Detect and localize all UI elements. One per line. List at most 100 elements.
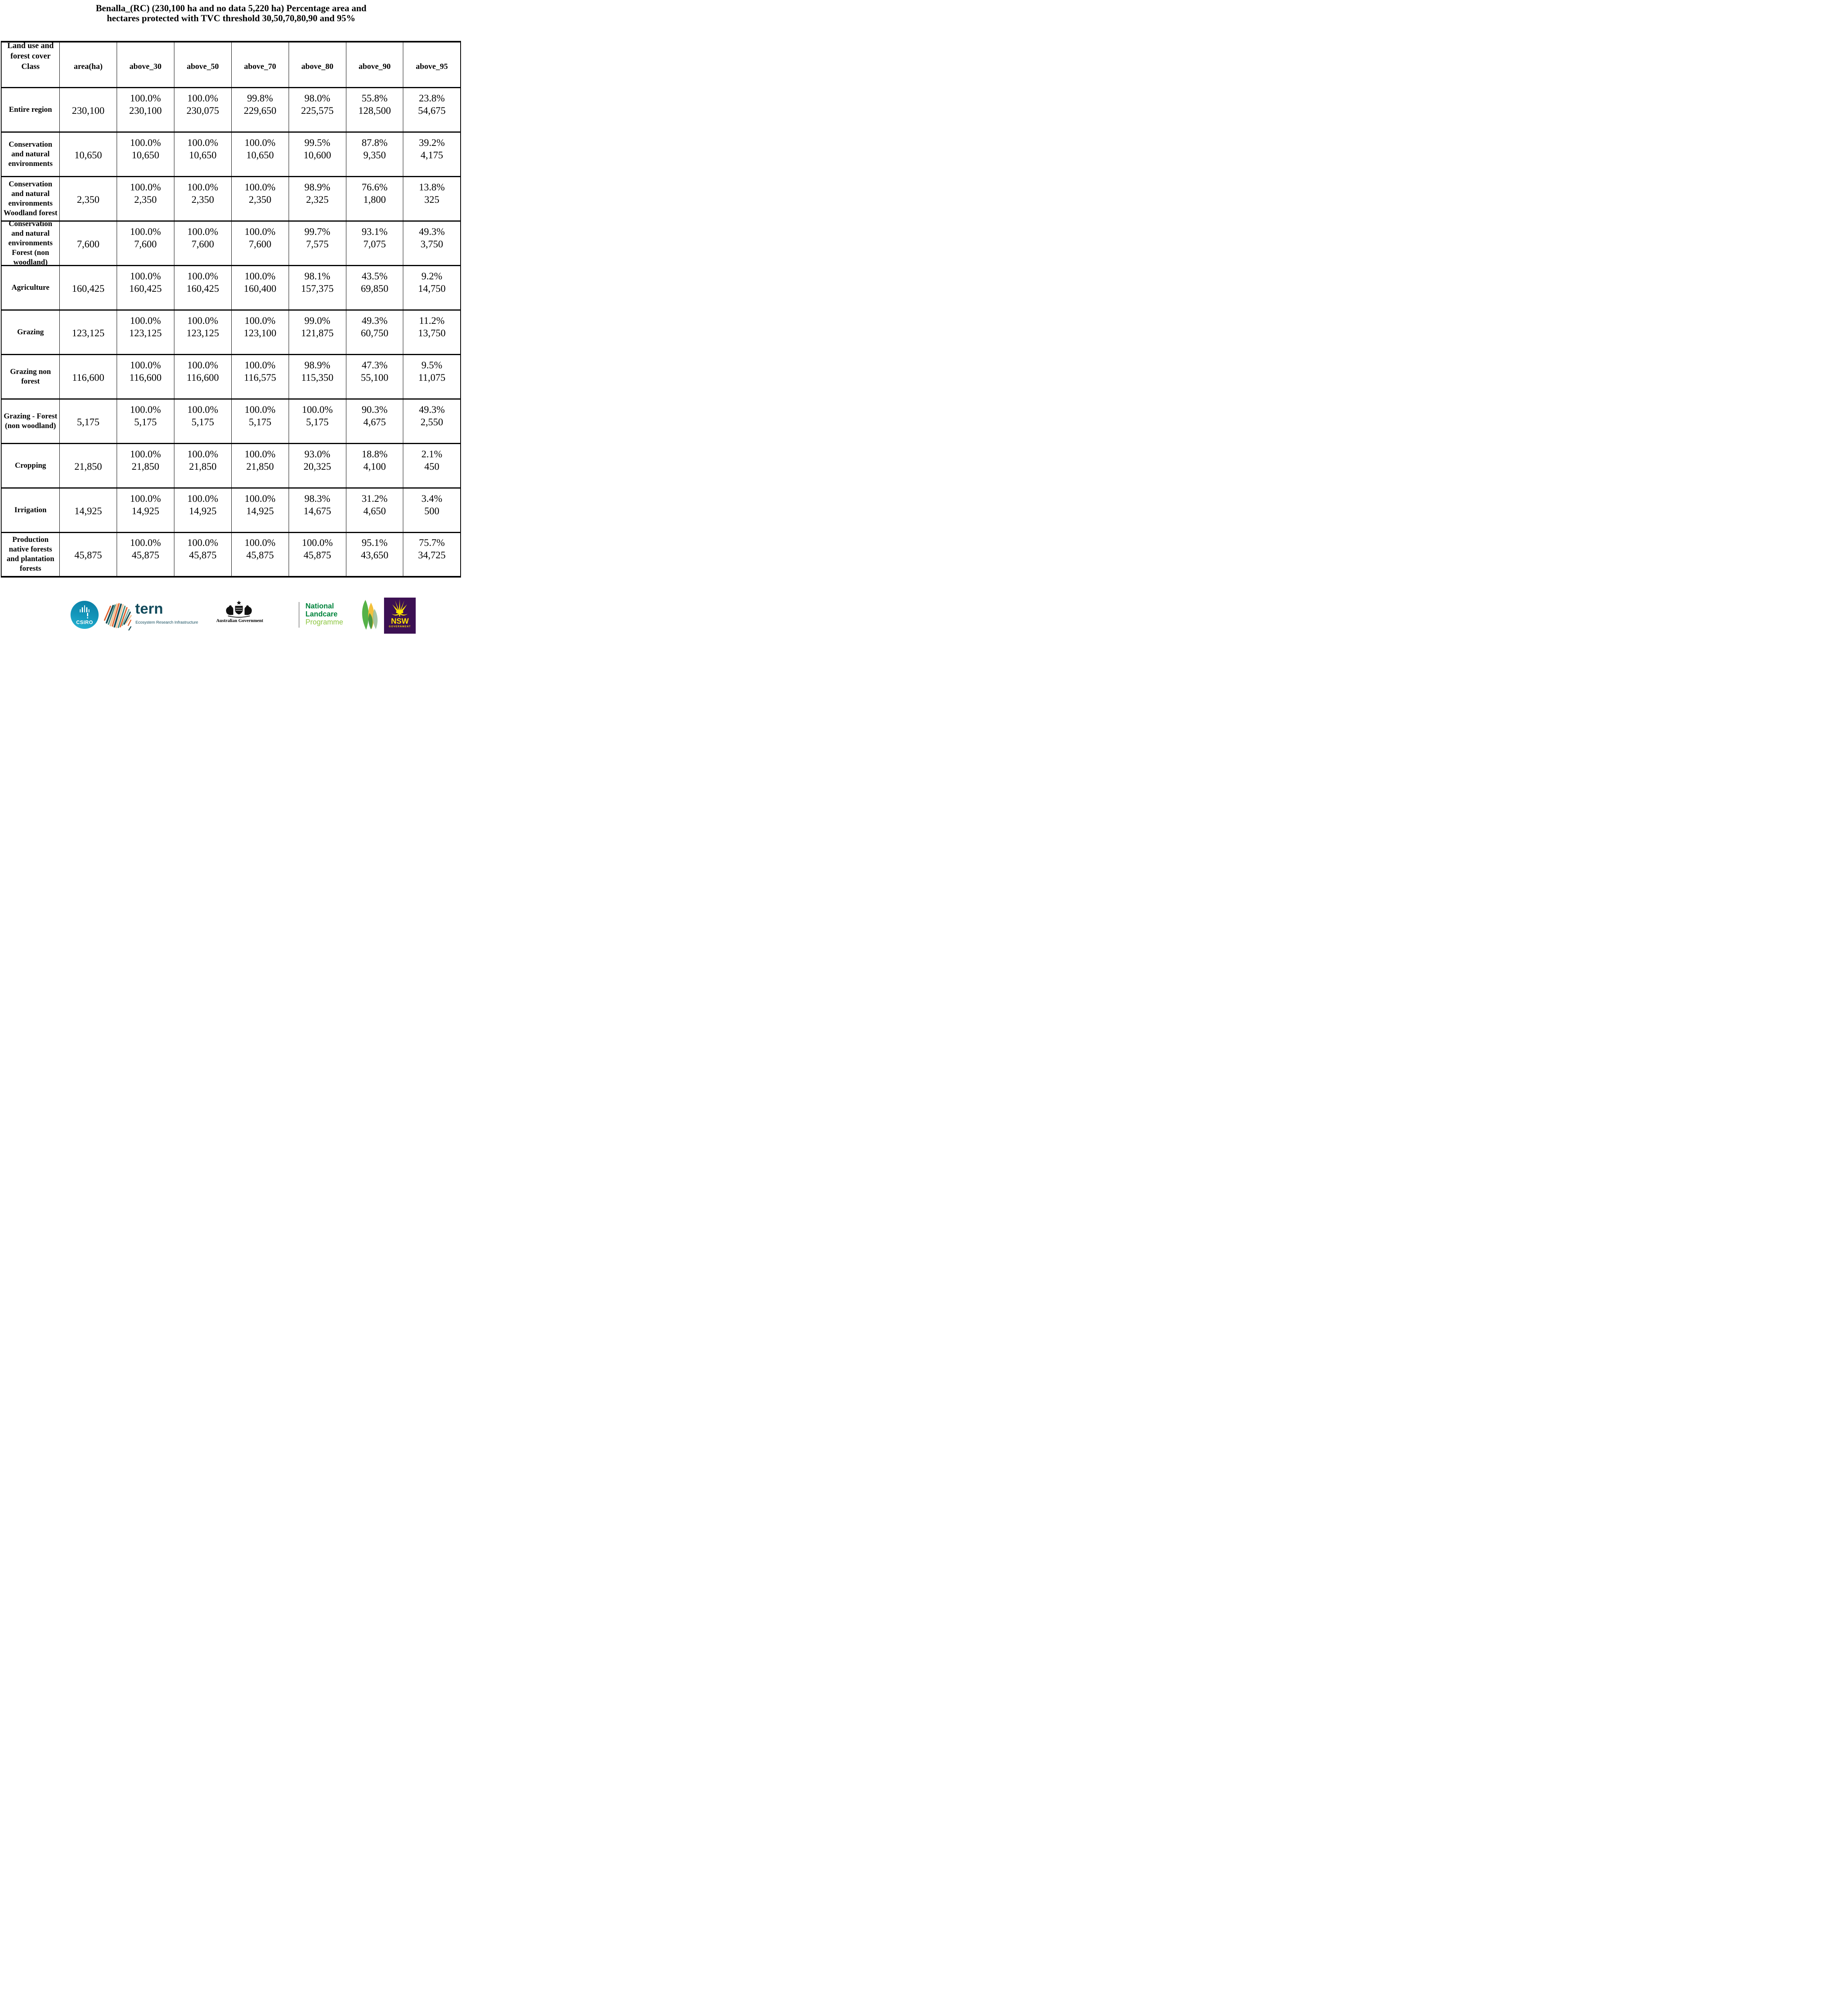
- table-row: Production native forests and plantation…: [1, 531, 461, 577]
- threshold-cell: 100.0% 123,100: [231, 309, 289, 354]
- area-cell: 7,600: [59, 220, 117, 265]
- threshold-cell: 98.0% 225,575: [288, 87, 346, 132]
- threshold-cell: 100.0% 160,425: [116, 265, 174, 310]
- threshold-cell: 95.1% 43,650: [346, 531, 403, 577]
- csiro-logo-icon: CSIRO: [71, 601, 99, 629]
- threshold-cell: 55.8% 128,500: [346, 87, 403, 132]
- threshold-cell: 90.3% 4,675: [346, 398, 403, 443]
- table-row: Grazing 123,125 100.0% 123,125 100.0% 123,125…: [1, 309, 461, 354]
- threshold-cell: 100.0% 21,850: [231, 442, 289, 488]
- landcare-leaves-icon: [362, 600, 378, 630]
- area-cell: 160,425: [59, 265, 117, 310]
- threshold-cell: 39.2% 4,175: [403, 131, 461, 176]
- threshold-cell: 100.0% 123,125: [174, 309, 232, 354]
- australian-government-label: Australian Government: [216, 618, 263, 623]
- header-row: Land use and forest cover Class area(ha) a…: [1, 41, 461, 87]
- area-cell: 116,600: [59, 354, 117, 399]
- threshold-cell: 75.7% 34,725: [403, 531, 461, 577]
- landcare-line2: Landcare: [305, 610, 338, 618]
- threshold-cell: 49.3% 2,550: [403, 398, 461, 443]
- column-header-5: above_80: [288, 42, 346, 87]
- threshold-cell: 100.0% 45,875: [116, 531, 174, 577]
- threshold-cell: 98.9% 2,325: [288, 176, 346, 221]
- threshold-cell: 9.2% 14,750: [403, 265, 461, 310]
- row-label-cell: Entire region: [1, 87, 60, 132]
- threshold-cell: 98.1% 157,375: [288, 265, 346, 310]
- threshold-cell: 49.3% 3,750: [403, 220, 461, 265]
- threshold-cell: 100.0% 2,350: [231, 176, 289, 221]
- threshold-cell: 100.0% 21,850: [116, 442, 174, 488]
- row-label-cell: Grazing non forest: [1, 354, 60, 399]
- tern-subtitle: Ecosystem Research Infrastructure: [135, 620, 198, 625]
- row-label-cell: Cropping: [1, 442, 60, 488]
- csiro-exclamation-dot: [87, 617, 88, 618]
- threshold-cell: 100.0% 7,600: [174, 220, 232, 265]
- threshold-cell: 99.0% 121,875: [288, 309, 346, 354]
- threshold-cell: 76.6% 1,800: [346, 176, 403, 221]
- threshold-cell: 100.0% 10,650: [116, 131, 174, 176]
- table-row: Grazing non forest 116,600 100.0% 116,600 10…: [1, 354, 461, 399]
- table-row: Irrigation 14,925 100.0% 14,925 100.0% 14,925…: [1, 487, 461, 532]
- column-header-1: area(ha): [59, 42, 117, 87]
- csiro-wave-marks: [71, 605, 99, 612]
- column-header-0: Land use and forest cover Class: [7, 41, 54, 71]
- threshold-cell: 100.0% 2,350: [116, 176, 174, 221]
- threshold-cell: 98.9% 115,350: [288, 354, 346, 399]
- landcare-line3: Programme: [305, 618, 344, 626]
- csiro-exclamation-mark: [87, 613, 88, 616]
- row-label-cell: Grazing: [1, 309, 60, 354]
- threshold-cell: 87.8% 9,350: [346, 131, 403, 176]
- area-cell: 45,875: [59, 531, 117, 577]
- threshold-cell: 100.0% 21,850: [174, 442, 232, 488]
- nsw-label: NSW: [391, 617, 409, 626]
- nsw-waratah-icon: [392, 599, 408, 616]
- threshold-cell: 100.0% 10,650: [174, 131, 232, 176]
- threshold-cell: 100.0% 230,100: [116, 87, 174, 132]
- table-header: Land use and forest cover Class area(ha) a…: [1, 41, 461, 87]
- area-cell: 230,100: [59, 87, 117, 132]
- threshold-cell: 100.0% 5,175: [116, 398, 174, 443]
- tern-australia-map-icon: [104, 603, 132, 631]
- threshold-cell: 100.0% 14,925: [174, 487, 232, 532]
- threshold-cell: 93.0% 20,325: [288, 442, 346, 488]
- table-row: Conservation and natural environments Fo…: [1, 220, 461, 267]
- row-label-cell: Agriculture: [1, 265, 60, 310]
- area-cell: 5,175: [59, 398, 117, 443]
- threshold-cell: 23.8% 54,675: [403, 87, 461, 132]
- threshold-cell: 100.0% 5,175: [288, 398, 346, 443]
- threshold-cell: 11.2% 13,750: [403, 309, 461, 354]
- threshold-cell: 100.0% 7,600: [116, 220, 174, 265]
- row-label-cell: Conservation and natural environments Fo…: [1, 220, 60, 267]
- area-cell: 10,650: [59, 131, 117, 176]
- table-row: Conservation and natural environments 10,…: [1, 131, 461, 176]
- nsw-government-label: GOVERNMENT: [388, 626, 411, 628]
- table-row: Conservation and natural environments Wo…: [1, 176, 461, 221]
- threshold-cell: 13.8% 325: [403, 176, 461, 221]
- threshold-cell: 3.4% 500: [403, 487, 461, 532]
- row-label-cell: Conservation and natural environments Wo…: [1, 176, 60, 221]
- threshold-cell: 100.0% 2,350: [174, 176, 232, 221]
- table-body: Entire region 230,100 100.0% 230,100 100.0% 2…: [1, 87, 461, 577]
- threshold-cell: 100.0% 116,600: [174, 354, 232, 399]
- area-cell: 14,925: [59, 487, 117, 532]
- threshold-cell: 100.0% 45,875: [288, 531, 346, 577]
- area-cell: 21,850: [59, 442, 117, 488]
- threshold-cell: 43.5% 69,850: [346, 265, 403, 310]
- threshold-cell: 98.3% 14,675: [288, 487, 346, 532]
- table-row: Cropping 21,850 100.0% 21,850 100.0% 21,850 10…: [1, 442, 461, 488]
- row-label-cell: Conservation and natural environments: [1, 131, 60, 176]
- threshold-cell: 100.0% 230,075: [174, 87, 232, 132]
- threshold-cell: 100.0% 160,400: [231, 265, 289, 310]
- row-label-cell: Production native forests and plantation…: [1, 531, 60, 577]
- threshold-cell: 100.0% 5,175: [174, 398, 232, 443]
- threshold-cell: 100.0% 7,600: [231, 220, 289, 265]
- threshold-cell: 100.0% 123,125: [116, 309, 174, 354]
- table-row: Entire region 230,100 100.0% 230,100 100.0% 2…: [1, 87, 461, 132]
- page-title: Benalla_(RC) (230,100 ha and no data 5,2…: [95, 3, 367, 23]
- threshold-cell: 100.0% 14,925: [116, 487, 174, 532]
- threshold-cell: 2.1% 450: [403, 442, 461, 488]
- threshold-cell: 31.2% 4,650: [346, 487, 403, 532]
- area-cell: 2,350: [59, 176, 117, 221]
- row-label-cell: Grazing - Forest (non woodland): [1, 398, 60, 443]
- australian-government-crest-icon: [226, 600, 252, 618]
